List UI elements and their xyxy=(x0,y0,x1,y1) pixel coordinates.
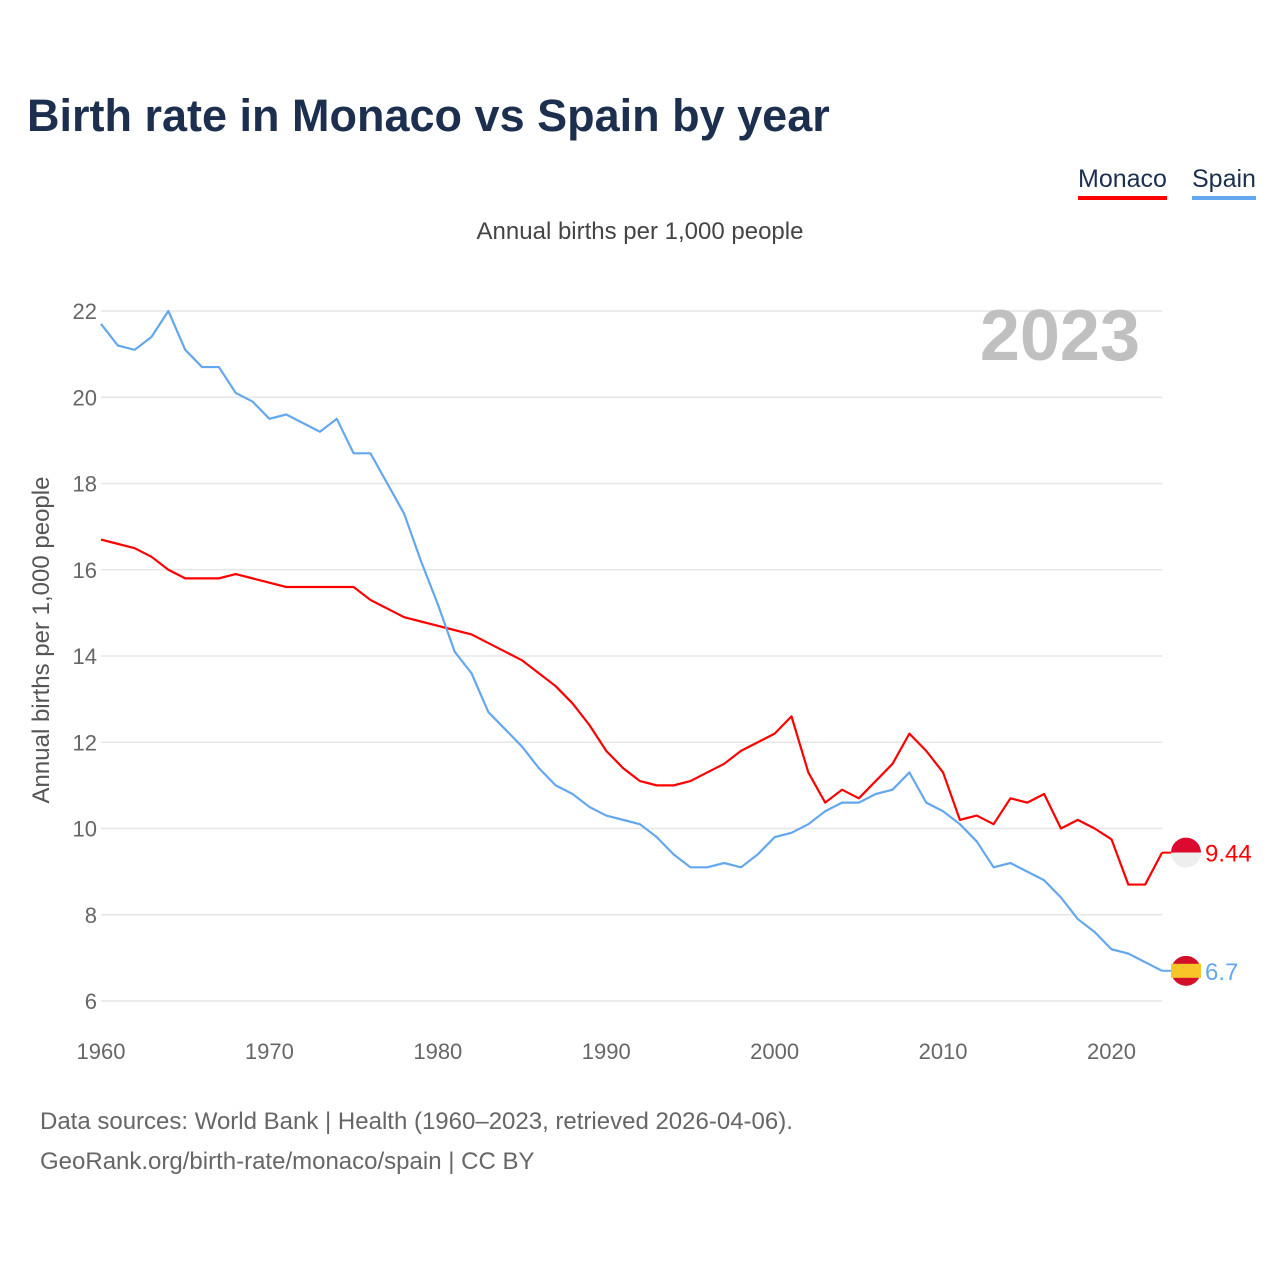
y-tick-label: 6 xyxy=(85,989,97,1014)
chart-title: Birth rate in Monaco vs Spain by year xyxy=(27,90,830,141)
y-tick-label: 10 xyxy=(73,817,97,842)
source-line-1: Data sources: World Bank | Health (1960–… xyxy=(40,1108,793,1135)
y-tick-label: 22 xyxy=(73,299,97,324)
monaco-flag-icon xyxy=(1171,852,1201,868)
x-tick-label: 2000 xyxy=(750,1039,799,1064)
y-tick-label: 18 xyxy=(73,472,97,497)
x-tick-label: 2010 xyxy=(919,1039,968,1064)
x-tick-label: 1990 xyxy=(582,1039,631,1064)
series-line-spain xyxy=(100,309,1163,972)
x-tick-label: 2020 xyxy=(1087,1039,1136,1064)
legend-spain[interactable]: Spain xyxy=(1192,165,1256,200)
series-line-monaco xyxy=(100,538,1163,886)
source-line-2[interactable]: GeoRank.org/birth-rate/monaco/spain | CC… xyxy=(40,1148,535,1175)
x-tick-label: 1980 xyxy=(413,1039,462,1064)
y-tick-label: 16 xyxy=(73,558,97,583)
legend-monaco[interactable]: Monaco xyxy=(1078,165,1167,200)
x-tick-label: 1970 xyxy=(245,1039,294,1064)
y-tick-label: 20 xyxy=(73,385,97,410)
year-watermark: 2023 xyxy=(980,296,1140,376)
y-tick-label: 8 xyxy=(85,903,97,928)
x-tick-label: 1960 xyxy=(77,1039,126,1064)
monaco-flag-icon xyxy=(1171,837,1201,853)
y-tick-label: 14 xyxy=(73,644,97,669)
spain-flag-icon xyxy=(1171,963,1201,978)
y-tick-label: 12 xyxy=(73,730,97,755)
end-value-label-monaco: 9.44 xyxy=(1205,841,1252,868)
chart-subtitle: Annual births per 1,000 people xyxy=(476,218,804,245)
end-value-label-spain: 6.7 xyxy=(1205,959,1238,986)
